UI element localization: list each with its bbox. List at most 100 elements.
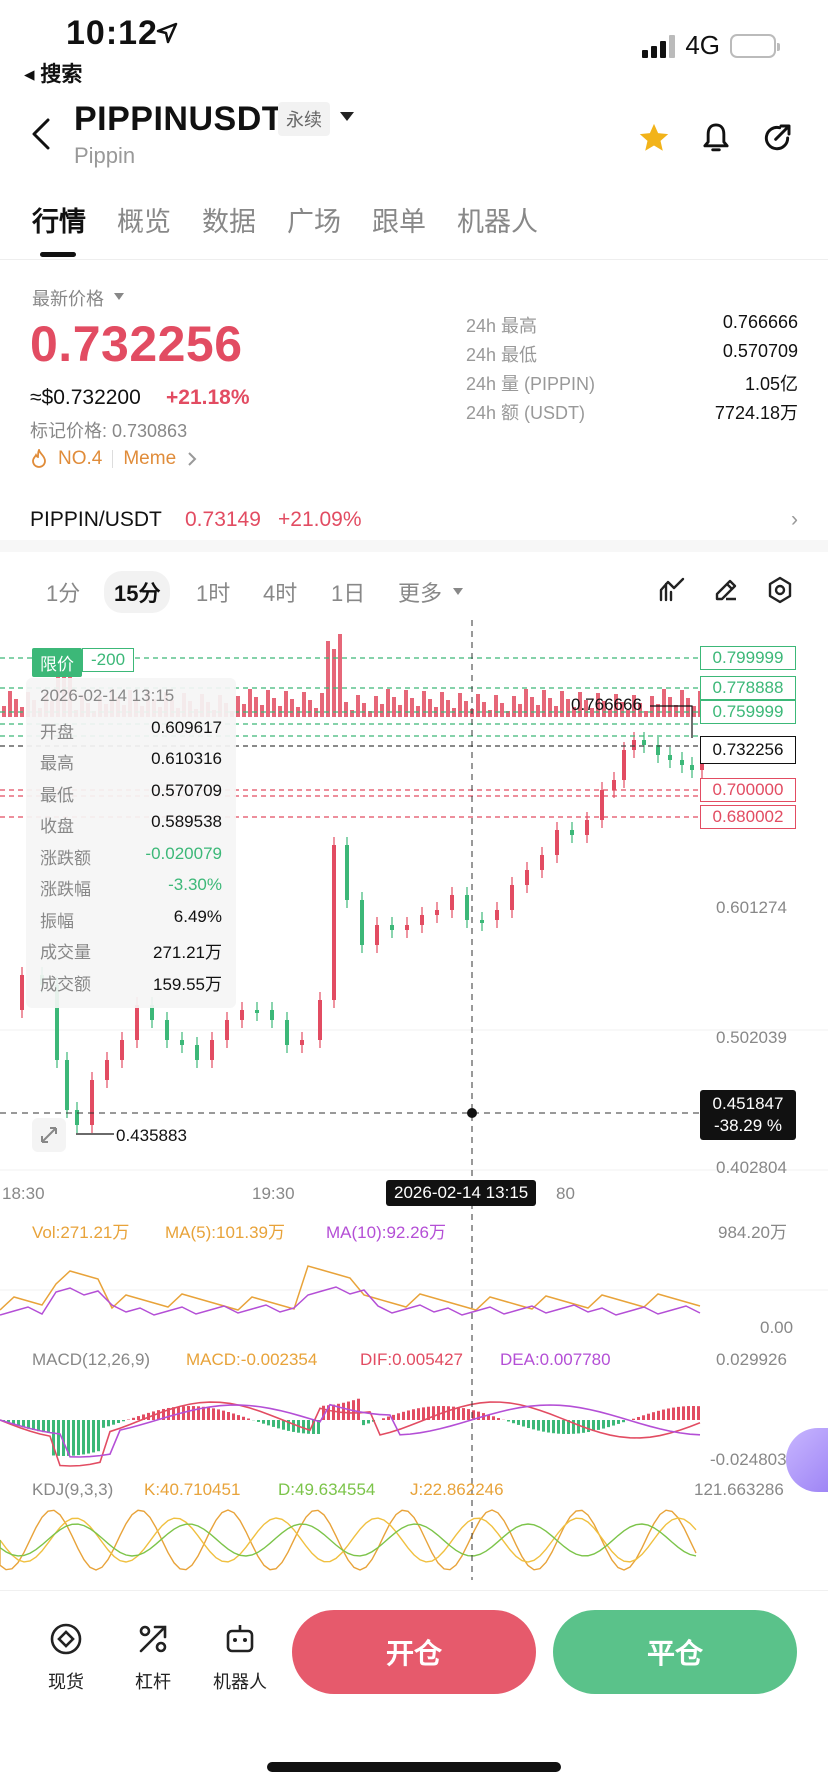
timeframe-1h[interactable]: 1时: [196, 581, 231, 606]
close-position-button[interactable]: 平仓: [553, 1610, 797, 1694]
volume-bar: [590, 708, 594, 717]
y-axis-label: 0.601274: [716, 898, 787, 917]
timeframe-15m[interactable]: 15分: [104, 571, 171, 613]
back-to-search-link[interactable]: ◂ 搜索: [24, 63, 83, 86]
timeframe-4h[interactable]: 4时: [263, 581, 298, 606]
volume-bar: [548, 698, 552, 717]
macd-histogram-bar: [357, 1398, 360, 1420]
spot-icon: [50, 1623, 82, 1655]
bottom-action-bar: 现货 杠杆 机器人: [0, 1590, 828, 1700]
candle-body: [255, 1010, 259, 1013]
macd-histogram-bar: [267, 1420, 270, 1426]
macd-histogram-bar: [657, 1410, 660, 1420]
candle-body: [225, 1020, 229, 1040]
x-axis-label: 19:30: [252, 1184, 295, 1203]
high-marker-label: 0.766666: [571, 695, 642, 714]
timeframe-1d[interactable]: 1日: [331, 581, 366, 606]
latest-price-label[interactable]: 最新价格: [32, 289, 104, 309]
macd-histogram-bar: [392, 1414, 395, 1420]
macd-histogram-bar: [617, 1420, 620, 1424]
macd-histogram-bar: [412, 1409, 415, 1420]
favorite-star-icon[interactable]: [634, 118, 674, 158]
timeframe-1m[interactable]: 1分: [46, 581, 81, 606]
macd-histogram-bar: [602, 1420, 605, 1429]
robot-button[interactable]: 机器人: [200, 1621, 280, 1694]
tab-robot[interactable]: 机器人: [457, 207, 538, 237]
volume-bar: [320, 693, 324, 717]
ma10-line: [0, 1286, 701, 1316]
volume-bar: [476, 694, 480, 717]
macd-histogram-bar: [547, 1420, 550, 1433]
volume-bar: [584, 700, 588, 717]
leverage-button[interactable]: 杠杆: [113, 1621, 193, 1694]
volume-bar: [656, 704, 660, 717]
share-icon[interactable]: [757, 118, 797, 158]
candle-body: [690, 765, 694, 770]
timeframe-more[interactable]: 更多: [398, 581, 443, 606]
macd-histogram-bar: [232, 1413, 235, 1420]
tab-copy-trading[interactable]: 跟单: [372, 207, 426, 237]
macd-histogram-bar: [432, 1406, 435, 1420]
indicator-icon[interactable]: [658, 576, 686, 604]
chevron-down-icon[interactable]: [453, 588, 463, 595]
volume-bar: [512, 696, 516, 717]
draw-tool-icon[interactable]: [712, 576, 740, 604]
macd-histogram-bar: [287, 1420, 290, 1431]
signal-icon: [642, 34, 676, 58]
symbol-dropdown-icon[interactable]: [340, 112, 354, 121]
macd-histogram-bar: [692, 1406, 695, 1420]
stat-turnover: 24h 额 (USDT) 7724.18万: [466, 403, 798, 423]
macd-histogram-bar: [462, 1408, 465, 1420]
tab-data[interactable]: 数据: [202, 207, 256, 237]
open-position-button[interactable]: 开仓: [292, 1610, 536, 1694]
macd-histogram-bar: [437, 1406, 440, 1420]
macd-histogram-bar: [467, 1409, 470, 1420]
candle-body: [345, 845, 349, 900]
chevron-down-icon[interactable]: [114, 293, 124, 300]
macd-histogram-bar: [222, 1410, 225, 1420]
volume-bar: [542, 690, 546, 717]
candle-body: [570, 830, 574, 835]
chart-settings-icon[interactable]: [766, 576, 794, 604]
bell-icon[interactable]: [696, 118, 736, 158]
macd-histogram-bar: [687, 1406, 690, 1420]
macd-histogram-bar: [517, 1420, 520, 1425]
symbol-title[interactable]: PIPPINUSDT: [74, 100, 284, 138]
volume-bar: [332, 649, 336, 717]
macd-histogram-bar: [492, 1416, 495, 1420]
volume-bar: [386, 689, 390, 717]
volume-bar: [686, 698, 690, 717]
macd-histogram-bar: [587, 1420, 590, 1433]
macd-histogram-bar: [12, 1420, 15, 1425]
tab-overview[interactable]: 概览: [117, 207, 171, 237]
candle-body: [420, 915, 424, 925]
volume-bar: [668, 697, 672, 717]
tab-square[interactable]: 广场: [287, 207, 341, 237]
candle-body: [318, 1000, 322, 1040]
order-qty-badge[interactable]: -200: [82, 648, 135, 672]
macd-histogram-bar: [282, 1420, 285, 1430]
volume-bar: [440, 692, 444, 717]
y-axis-label: 0.402804: [716, 1158, 787, 1177]
macd-histogram-bar: [457, 1407, 460, 1420]
tab-market[interactable]: 行情: [32, 207, 86, 237]
spot-button[interactable]: 现货: [26, 1621, 106, 1694]
macd-histogram-bar: [312, 1420, 315, 1434]
candle-body: [285, 1020, 289, 1045]
macd-histogram-bar: [557, 1420, 560, 1434]
expand-icon[interactable]: [32, 1118, 66, 1152]
macd-histogram-bar: [7, 1420, 10, 1423]
macd-histogram-bar: [32, 1420, 35, 1431]
back-icon[interactable]: [26, 116, 56, 152]
volume-bar: [572, 707, 576, 717]
order-type-badge[interactable]: 限价: [32, 648, 82, 677]
macd-histogram-bar: [332, 1404, 335, 1420]
ranking-tags[interactable]: NO.4 Meme: [30, 448, 198, 470]
usd-price: ≈$0.732200: [30, 386, 141, 409]
macd-histogram-bar: [647, 1413, 650, 1420]
macd-histogram-bar: [277, 1420, 280, 1429]
macd-histogram-bar: [262, 1420, 265, 1424]
macd-histogram-bar: [622, 1420, 625, 1423]
macd-histogram-bar: [257, 1420, 260, 1422]
macd-histogram-bar: [122, 1420, 125, 1422]
